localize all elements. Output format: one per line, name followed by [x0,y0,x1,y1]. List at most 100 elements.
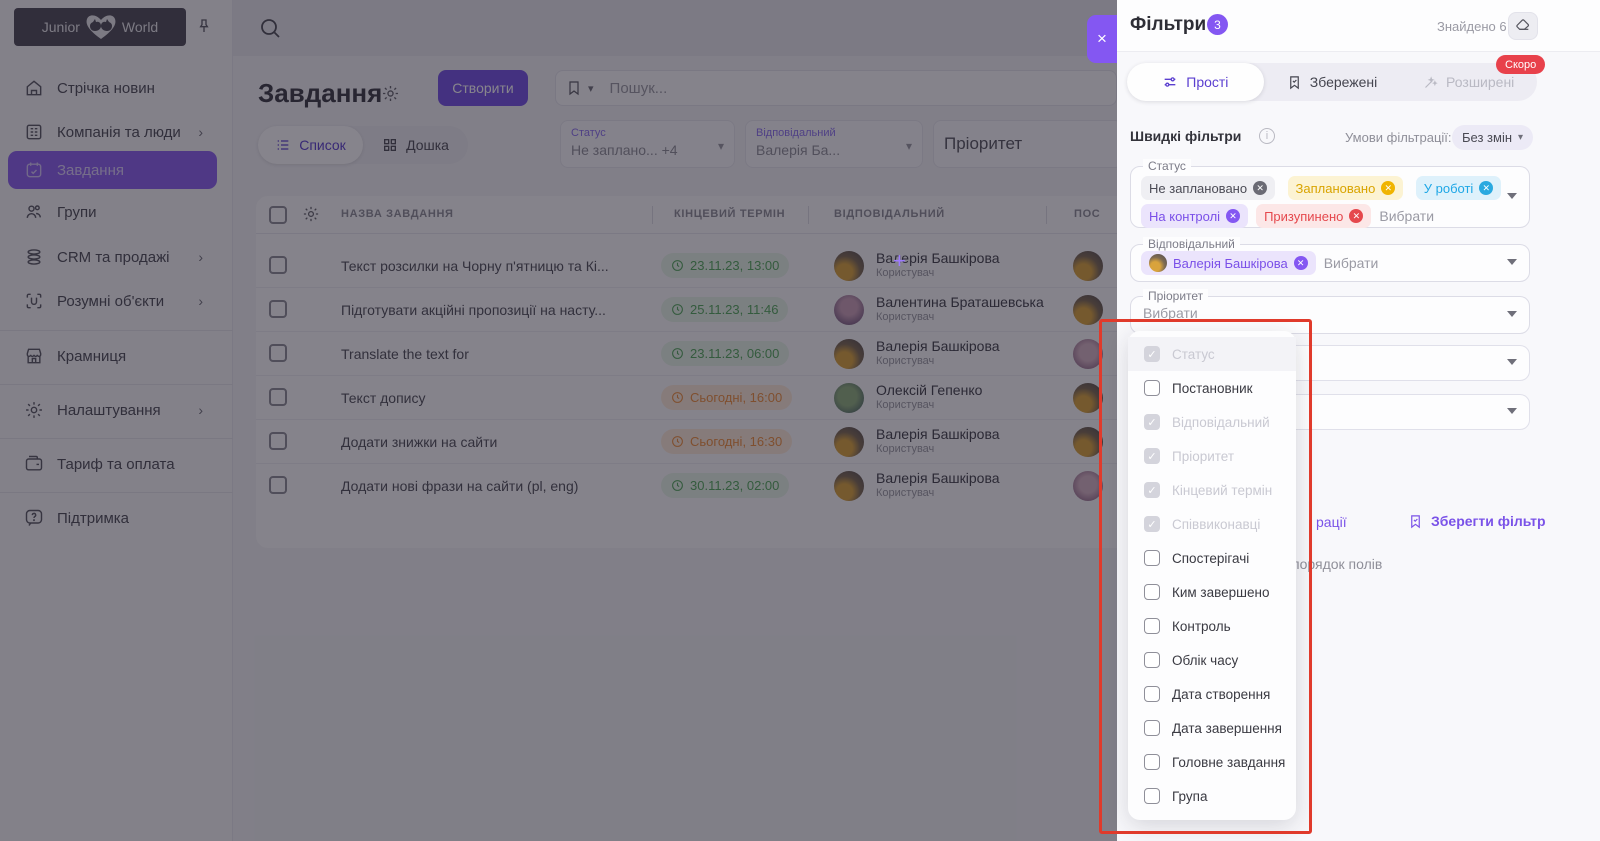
dropdown-item-label: Дата створення [1172,686,1271,702]
select-placeholder[interactable]: Вибрати [1323,255,1379,271]
filter-conditions-value: Без змін [1462,130,1513,145]
info-glyph: i [1265,130,1269,142]
dropdown-item[interactable]: Спостерігачі [1128,541,1296,575]
checkbox-unchecked[interactable] [1144,788,1160,804]
checkbox-unchecked[interactable] [1144,720,1160,736]
dropdown-item[interactable]: Облік часу [1128,643,1296,677]
clear-filters-button[interactable] [1508,12,1538,40]
dropdown-item[interactable]: Дата створення [1128,677,1296,711]
remove-tag-icon[interactable]: ✕ [1349,209,1364,223]
checkbox-checked[interactable]: ✓ [1144,448,1160,464]
tab-label: Прості [1186,74,1229,90]
tab-saved[interactable]: Збережені [1264,63,1401,101]
fields-dropdown: ✓ Статус Постановник ✓ Відповідальний ✓ Прі… [1128,331,1296,820]
tab-label: Збережені [1309,74,1378,90]
magic-wand-icon [1425,75,1438,88]
dropdown-item[interactable]: Постановник [1128,371,1296,405]
remove-tag-icon[interactable]: ✕ [1226,209,1241,223]
dropdown-item-label: Кінцевий термін [1172,482,1273,498]
dropdown-item-label: Відповідальний [1172,414,1270,430]
cut-link-fragment[interactable]: рації [1316,514,1347,530]
status-tag-label: На контролі [1149,208,1221,224]
status-tag-label: У роботі [1423,180,1474,196]
dropdown-item[interactable]: Дата завершення [1128,711,1296,745]
checkbox-unchecked[interactable] [1144,754,1160,770]
modal-dim-overlay [0,0,1117,841]
close-panel-button[interactable]: × [1087,15,1117,63]
save-filter-link[interactable]: Зберегти фільтр [1408,513,1546,529]
save-filter-label: Зберегти фільтр [1431,513,1546,529]
status-tag: На контролі ✕ [1141,204,1249,228]
dropdown-item-label: Співвиконавці [1172,516,1261,532]
status-filter-field[interactable]: Статус Не заплановано ✕ Заплановано ✕ У ро… [1130,159,1530,228]
dropdown-item-label: Контроль [1172,618,1231,634]
responsible-filter-field[interactable]: Відповідальний Валерія Башкірова ✕ Вибра… [1130,237,1530,282]
remove-tag-icon[interactable]: ✕ [1479,181,1494,195]
dropdown-item-label: Постановник [1172,380,1253,396]
dropdown-item[interactable]: ✓ Кінцевий термін [1128,473,1296,507]
checkbox-unchecked[interactable] [1144,584,1160,600]
dropdown-item-label: Спостерігачі [1172,550,1250,566]
dropdown-item-label: Головне завдання [1172,754,1286,770]
filter-conditions-label: Умови фільтрації: [1345,130,1452,145]
dropdown-item[interactable]: Ким завершено [1128,575,1296,609]
dropdown-item[interactable]: ✓ Пріоритет [1128,439,1296,473]
select-placeholder[interactable]: Вибрати [1379,208,1435,224]
status-tag: Призупинено ✕ [1256,204,1372,228]
bookmark-check-icon [1411,514,1420,528]
status-tag: Не заплановано ✕ [1141,176,1276,200]
checkbox-unchecked[interactable] [1144,380,1160,396]
dropdown-item[interactable]: Група [1128,779,1296,813]
checkbox-checked[interactable]: ✓ [1144,516,1160,532]
dropdown-item-label: Ким завершено [1172,584,1270,600]
responsible-tag-label: Валерія Башкірова [1173,255,1288,271]
cut-caption-fragment: і порядок полів [1285,556,1383,572]
dropdown-item[interactable]: Головне завдання [1128,745,1296,779]
chevron-down-icon[interactable] [1507,311,1517,317]
filters-title: Фільтри [1130,14,1207,35]
status-tag-label: Не заплановано [1149,180,1248,196]
status-tag-label: Призупинено [1264,208,1344,224]
dropdown-item[interactable]: ✓ Відповідальний [1128,405,1296,439]
priority-filter-field[interactable]: Пріоритет Вибрати [1130,289,1530,334]
cursor-crosshair: + [893,248,906,273]
chevron-down-icon[interactable] [1507,193,1517,199]
checkbox-checked[interactable]: ✓ [1144,482,1160,498]
priority-field-label: Пріоритет [1143,289,1209,303]
dropdown-item[interactable]: ✓ Співвиконавці [1128,507,1296,541]
chevron-down-icon [1507,408,1517,414]
soon-badge: Скоро [1496,55,1546,74]
dropdown-item-label: Статус [1172,346,1215,362]
dropdown-item[interactable]: ✓ Статус [1128,337,1296,371]
checkbox-unchecked[interactable] [1144,550,1160,566]
filters-panel-header: Фільтри 3 [1117,0,1600,52]
filter-conditions-select[interactable]: Без змін ▾ [1452,125,1534,150]
status-tag: У роботі ✕ [1415,176,1502,200]
tab-advanced[interactable]: Розширені [1400,63,1537,101]
filters-tabs: Прості Збережені Розширені [1127,63,1537,101]
status-tag: Заплановано ✕ [1287,176,1404,200]
checkbox-unchecked[interactable] [1144,686,1160,702]
dropdown-item[interactable]: Контроль [1128,609,1296,643]
remove-tag-icon[interactable]: ✕ [1293,256,1308,270]
remove-tag-icon[interactable]: ✕ [1381,181,1396,195]
bookmark-icon [1289,75,1299,89]
status-tag-label: Заплановано [1295,180,1376,196]
select-placeholder[interactable]: Вибрати [1143,305,1198,321]
chevron-down-icon[interactable] [1507,259,1517,265]
filters-count-badge: 3 [1207,14,1228,35]
checkbox-checked[interactable]: ✓ [1144,346,1160,362]
remove-tag-icon[interactable]: ✕ [1253,181,1268,195]
soon-badge-label: Скоро [1505,58,1537,71]
checkbox-unchecked[interactable] [1144,652,1160,668]
tab-simple[interactable]: Прості [1127,63,1264,101]
eraser-icon [1516,19,1529,30]
checkbox-checked[interactable]: ✓ [1144,414,1160,430]
dropdown-item-label: Дата завершення [1172,720,1282,736]
responsible-field-label: Відповідальний [1143,237,1240,251]
info-icon[interactable]: i [1259,128,1275,144]
sliders-icon [1164,77,1176,87]
checkbox-unchecked[interactable] [1144,618,1160,634]
chevron-down-icon: ▾ [1518,132,1524,143]
status-field-label: Статус [1143,159,1191,173]
